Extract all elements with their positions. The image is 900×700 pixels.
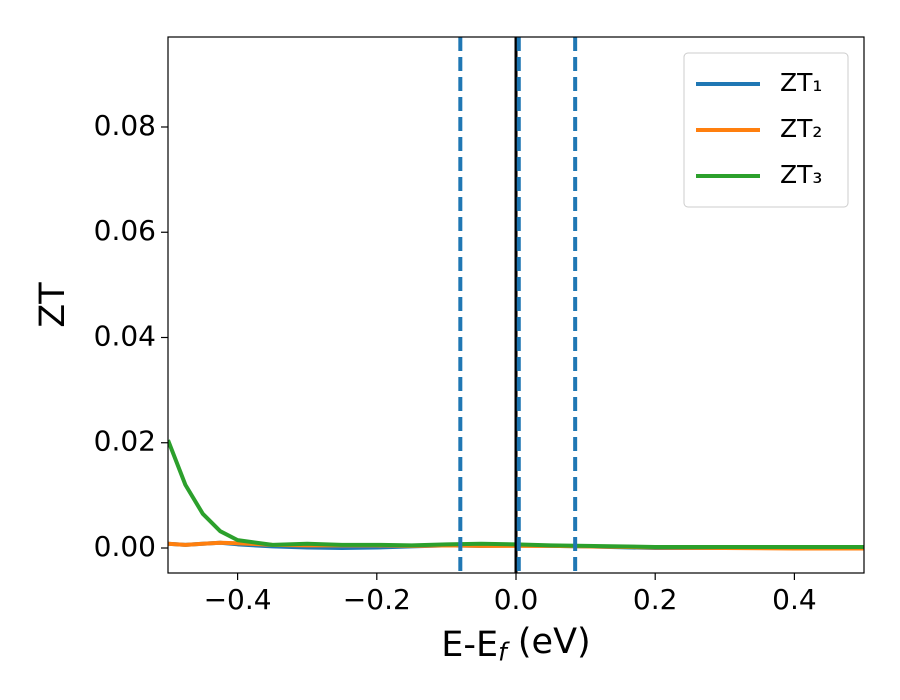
legend-label: ZT₃ bbox=[780, 160, 822, 189]
y-tick-label: 0.00 bbox=[94, 530, 156, 563]
x-axis-label: E-Ef (eV) bbox=[441, 622, 590, 667]
y-tick-label: 0.04 bbox=[94, 319, 156, 352]
series-group bbox=[168, 439, 864, 551]
legend-label: ZT₂ bbox=[780, 114, 822, 143]
y-tick-label: 0.08 bbox=[94, 109, 156, 142]
y-tick-label: 0.02 bbox=[94, 425, 156, 458]
legend-label: ZT₁ bbox=[780, 68, 822, 97]
x-tick-label: −0.2 bbox=[343, 583, 411, 616]
x-tick-label: 0.0 bbox=[494, 583, 539, 616]
series-line bbox=[168, 439, 864, 549]
x-tick-label: 0.4 bbox=[772, 583, 817, 616]
y-tick-label: 0.06 bbox=[94, 214, 156, 247]
x-tick-label: 0.2 bbox=[633, 583, 678, 616]
plot-frame bbox=[167, 36, 865, 574]
y-axis-label: ZT bbox=[33, 282, 73, 328]
legend-box bbox=[683, 52, 849, 208]
x-tick-label: −0.4 bbox=[204, 583, 272, 616]
plot-area bbox=[168, 37, 864, 573]
